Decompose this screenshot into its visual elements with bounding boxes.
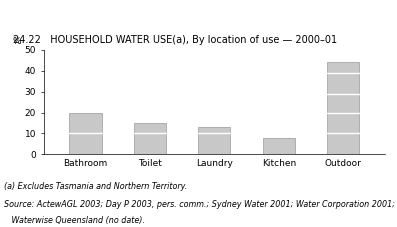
Bar: [134, 123, 166, 154]
Bar: [69, 113, 102, 154]
Text: %: %: [13, 37, 21, 46]
Bar: [263, 138, 295, 154]
Text: Source: ActewAGL 2003; Day P 2003, pers. comm.; Sydney Water 2001; Water Corpora: Source: ActewAGL 2003; Day P 2003, pers.…: [4, 200, 395, 209]
Text: Waterwise Queensland (no date).: Waterwise Queensland (no date).: [4, 216, 145, 225]
Bar: [198, 127, 231, 154]
Text: (a) Excludes Tasmania and Northern Territory.: (a) Excludes Tasmania and Northern Terri…: [4, 182, 187, 191]
Text: 24.22   HOUSEHOLD WATER USE(a), By location of use — 2000–01: 24.22 HOUSEHOLD WATER USE(a), By locatio…: [13, 35, 337, 45]
Bar: [327, 62, 359, 154]
